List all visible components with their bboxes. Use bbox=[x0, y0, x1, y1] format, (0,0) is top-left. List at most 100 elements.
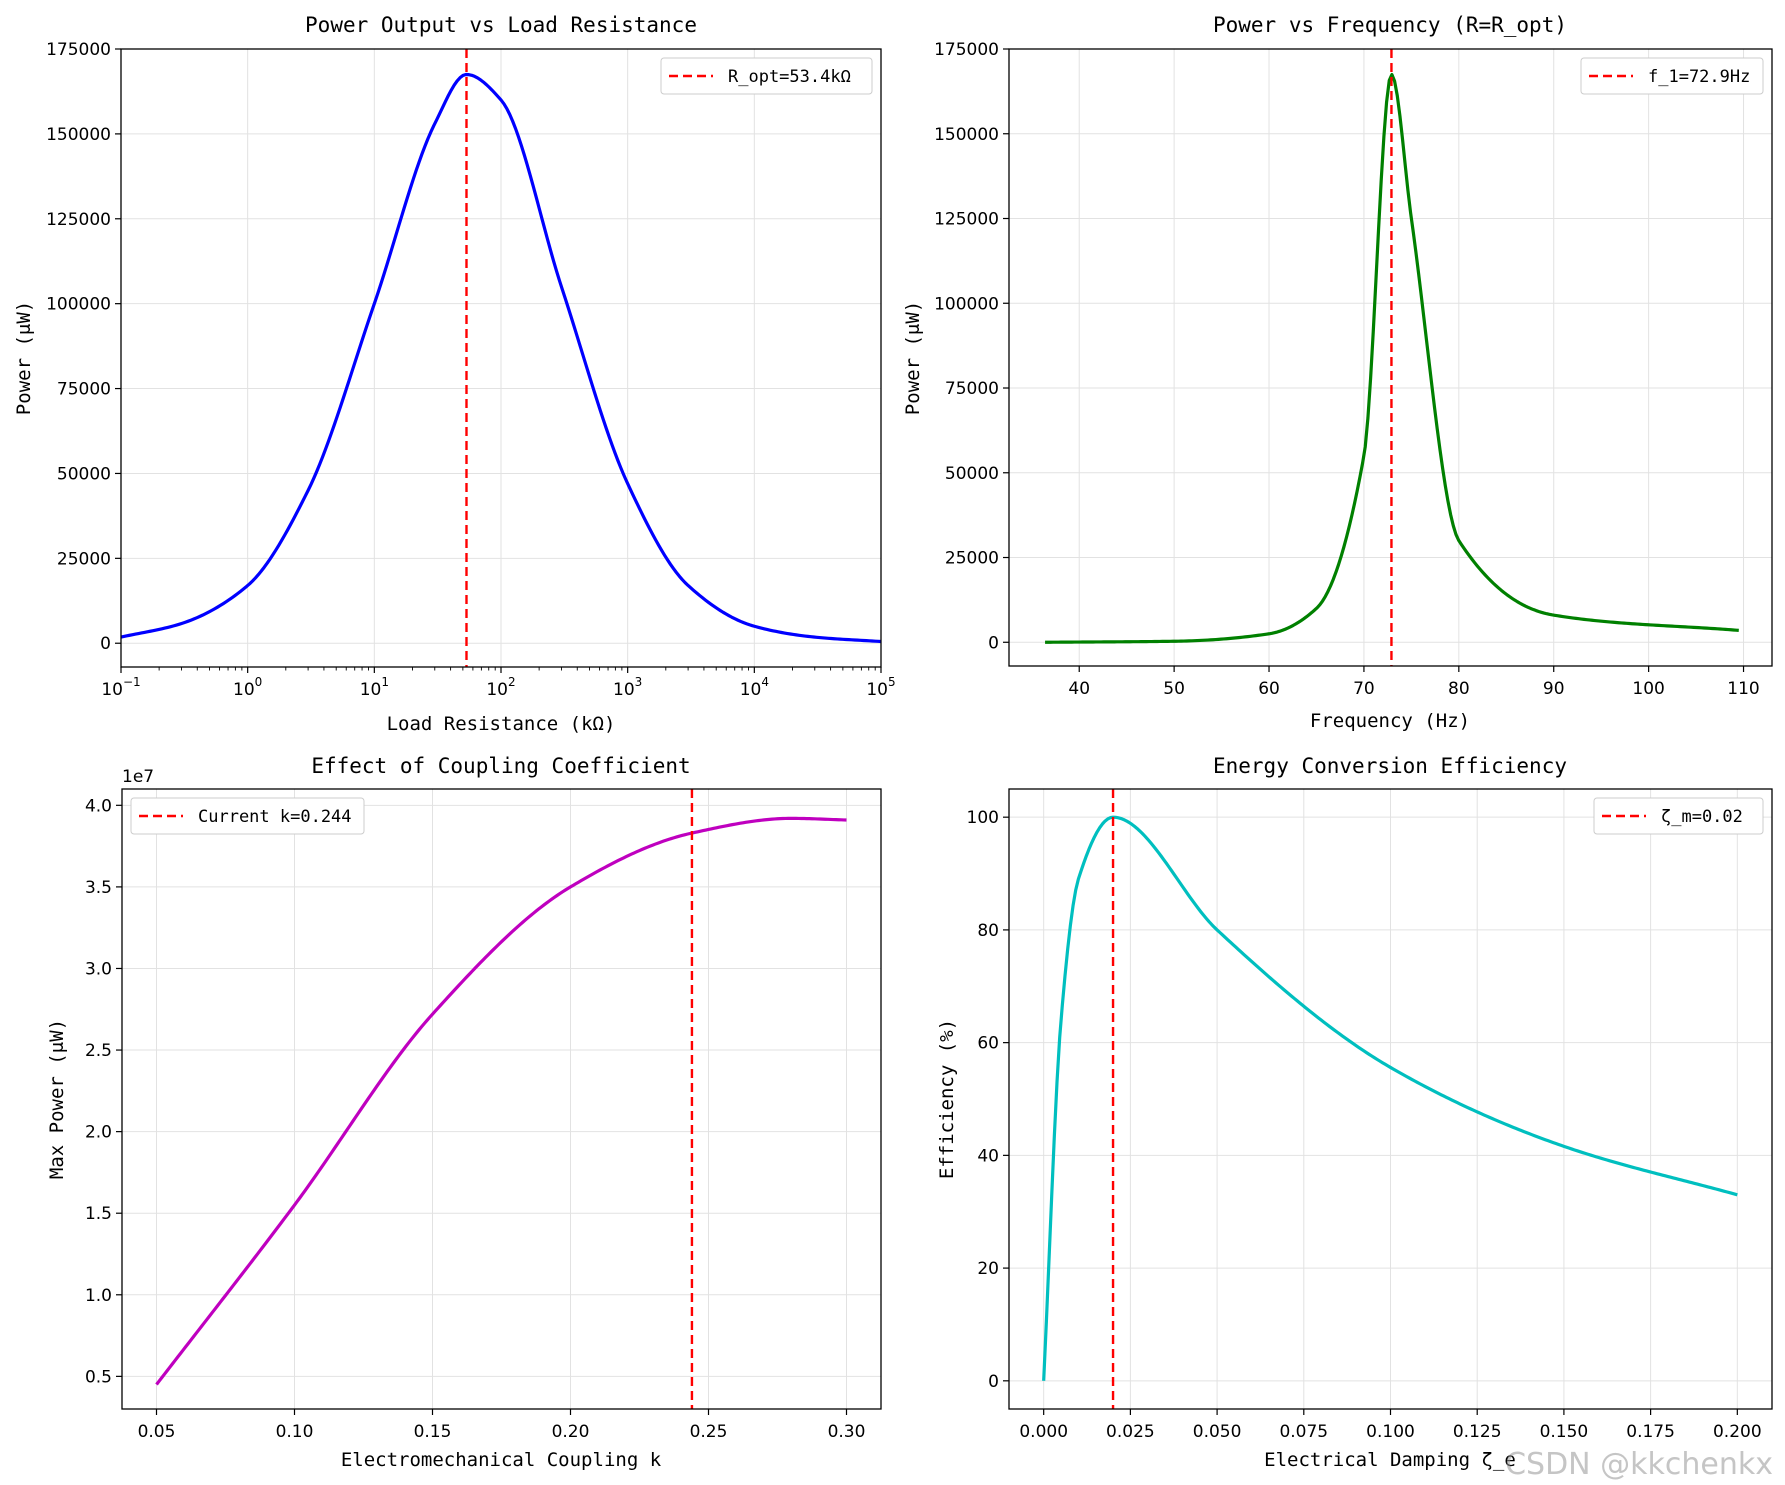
power-vs-frequency-curve bbox=[1045, 72, 1739, 644]
x-tick-label: 90 bbox=[1543, 679, 1565, 699]
y-tick-label: 25000 bbox=[945, 549, 999, 569]
chart-title: Effect of Coupling Coefficient bbox=[311, 754, 690, 778]
x-tick-label: 0.10 bbox=[276, 1422, 314, 1442]
y-tick-label: 1.5 bbox=[85, 1204, 112, 1224]
y-tick-label: 100000 bbox=[934, 294, 999, 314]
panel-power-vs-frequency: 40 50 60 70 80 90 100 110 0 25000 50000 75000 10000… bbox=[902, 13, 1773, 732]
y-tick-label: 80 bbox=[977, 921, 999, 941]
x-axis-label: Electrical Damping ζ_e bbox=[1264, 1449, 1516, 1471]
y-tick-label: 175000 bbox=[934, 40, 999, 60]
y-tick-label: 0.5 bbox=[85, 1367, 112, 1387]
x-tick-label: 0.175 bbox=[1626, 1422, 1675, 1442]
x-tick-label: 101 bbox=[360, 675, 389, 700]
max-power-vs-coupling-curve bbox=[155, 816, 847, 1386]
legend-box bbox=[1593, 797, 1764, 835]
x-tick-label: 0.30 bbox=[828, 1422, 866, 1442]
x-axis-label: Electromechanical Coupling k bbox=[341, 1449, 662, 1471]
y-tick-label: 125000 bbox=[934, 210, 999, 230]
x-tick-label: 0.150 bbox=[1540, 1422, 1589, 1442]
y-tick-label: 75000 bbox=[57, 380, 111, 400]
x-tick-label: 50 bbox=[1163, 679, 1185, 699]
x-tick-label: 103 bbox=[613, 675, 642, 700]
y-tick-label: 50000 bbox=[945, 464, 999, 484]
y-tick-label: 20 bbox=[977, 1259, 999, 1279]
y-tick-label: 50000 bbox=[57, 464, 111, 484]
legend-label: R_opt=53.4kΩ bbox=[728, 67, 851, 87]
x-tick-label: 0.000 bbox=[1019, 1422, 1068, 1442]
x-axis-ticks: 0.05 0.10 0.15 0.20 0.25 0.30 bbox=[138, 1409, 866, 1442]
y-tick-label: 2.5 bbox=[85, 1041, 112, 1061]
x-axis-ticks: 10−1 100 101 102 103 104 105 bbox=[101, 667, 896, 700]
y-tick-label: 2.0 bbox=[85, 1123, 112, 1143]
x-tick-label: 0.050 bbox=[1193, 1422, 1242, 1442]
y-tick-label: 0 bbox=[988, 633, 999, 653]
y-tick-label: 4.0 bbox=[85, 796, 112, 816]
x-tick-label: 0.075 bbox=[1279, 1422, 1328, 1442]
grid-lines bbox=[122, 789, 881, 1409]
y-tick-label: 3.0 bbox=[85, 959, 112, 979]
x-tick-label: 0.20 bbox=[552, 1422, 590, 1442]
grid-lines bbox=[120, 48, 882, 667]
y-axis-label: Efficiency (%) bbox=[936, 1019, 958, 1179]
legend: f_1=72.9Hz bbox=[1580, 57, 1764, 95]
y-tick-label: 75000 bbox=[945, 379, 999, 399]
y-tick-label: 3.5 bbox=[85, 878, 112, 898]
x-tick-label: 105 bbox=[866, 675, 895, 700]
grid-lines bbox=[1009, 789, 1772, 1409]
y-tick-label: 125000 bbox=[46, 210, 111, 230]
x-tick-label: 0.100 bbox=[1366, 1422, 1415, 1442]
legend-label: ζ_m=0.02 bbox=[1661, 807, 1743, 827]
x-axis-ticks: 40 50 60 70 80 90 100 110 bbox=[1068, 666, 1760, 699]
y-axis-ticks: 0 25000 50000 75000 100000 125000 150000 175000 bbox=[934, 40, 1009, 653]
legend-label: f_1=72.9Hz bbox=[1648, 67, 1750, 87]
x-axis-label: Load Resistance (kΩ) bbox=[387, 713, 616, 735]
chart-title: Energy Conversion Efficiency bbox=[1213, 754, 1567, 778]
y-tick-label: 100000 bbox=[46, 295, 111, 315]
x-tick-label: 0.200 bbox=[1713, 1422, 1762, 1442]
legend: R_opt=53.4kΩ bbox=[660, 57, 873, 95]
legend-box bbox=[660, 57, 873, 95]
x-tick-label: 110 bbox=[1727, 679, 1759, 699]
y-tick-label: 175000 bbox=[46, 40, 111, 60]
y-tick-label: 60 bbox=[977, 1034, 999, 1054]
y-axis-ticks: 0 25000 50000 75000 100000 125000 150000 175000 bbox=[46, 40, 121, 654]
power-vs-resistance-curve bbox=[120, 72, 882, 644]
y-offset-label: 1e7 bbox=[122, 767, 154, 787]
x-tick-label: 0.05 bbox=[138, 1422, 176, 1442]
x-axis-label: Frequency (Hz) bbox=[1310, 710, 1470, 732]
plot-frame bbox=[1008, 48, 1773, 667]
plot-frame bbox=[121, 788, 882, 1410]
y-tick-label: 100 bbox=[967, 808, 999, 828]
x-tick-label: 102 bbox=[486, 675, 515, 700]
chart-title: Power Output vs Load Resistance bbox=[305, 13, 697, 37]
x-tick-label: 0.15 bbox=[414, 1422, 452, 1442]
y-axis-label: Power (μW) bbox=[902, 301, 924, 415]
panel-power-vs-load: 10−1 100 101 102 103 104 105 0 25000 50000 75000 1… bbox=[13, 13, 896, 735]
panel-coupling-coefficient: 0.05 0.10 0.15 0.20 0.25 0.30 0.5 1.0 1.5 2.0 2.5… bbox=[46, 754, 882, 1471]
y-tick-label: 25000 bbox=[57, 549, 111, 569]
x-axis-ticks: 0.000 0.025 0.050 0.075 0.100 0.125 0.150 0.175… bbox=[1019, 1409, 1762, 1442]
y-tick-label: 0 bbox=[988, 1372, 999, 1392]
x-tick-label: 0.025 bbox=[1106, 1422, 1155, 1442]
efficiency-curve bbox=[1042, 815, 1738, 1381]
x-tick-label: 40 bbox=[1068, 679, 1090, 699]
y-tick-label: 0 bbox=[100, 634, 111, 654]
y-axis-ticks: 0 20 40 60 80 100 bbox=[967, 808, 1009, 1392]
legend: Current k=0.244 bbox=[130, 797, 365, 835]
x-tick-label: 100 bbox=[1632, 679, 1664, 699]
y-axis-ticks: 0.5 1.0 1.5 2.0 2.5 3.0 3.5 4.0 bbox=[85, 796, 122, 1387]
x-tick-label: 104 bbox=[740, 675, 769, 700]
x-tick-label: 0.25 bbox=[690, 1422, 728, 1442]
y-tick-label: 40 bbox=[977, 1146, 999, 1166]
chart-title: Power vs Frequency (R=R_opt) bbox=[1213, 13, 1567, 37]
x-tick-label: 10−1 bbox=[101, 675, 140, 700]
x-tick-label: 60 bbox=[1258, 679, 1280, 699]
x-tick-label: 0.125 bbox=[1453, 1422, 1502, 1442]
panel-energy-efficiency: 0.000 0.025 0.050 0.075 0.100 0.125 0.150 0.175… bbox=[936, 754, 1773, 1471]
x-tick-label: 70 bbox=[1353, 679, 1375, 699]
watermark: CSDN @kkchenkx bbox=[1505, 1447, 1773, 1482]
y-tick-label: 1.0 bbox=[85, 1286, 112, 1306]
x-tick-label: 100 bbox=[233, 675, 262, 700]
y-axis-label: Power (μW) bbox=[13, 301, 35, 415]
